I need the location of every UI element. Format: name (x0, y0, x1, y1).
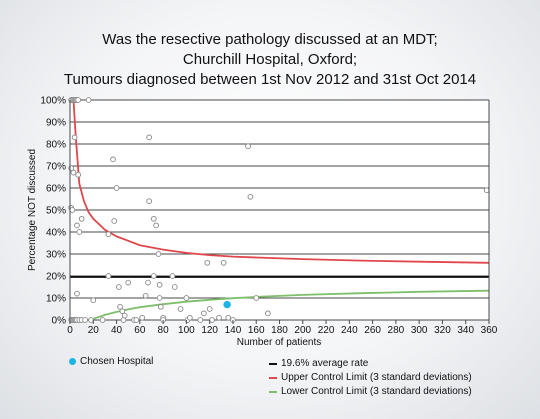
hospital-point (69, 207, 76, 213)
title-line-3: Tumours diagnosed between 1st Nov 2012 a… (63, 71, 477, 88)
x-tick-label: 40 (111, 325, 123, 336)
x-axis-label: Number of patients (237, 337, 322, 348)
x-tick-label: 0 (67, 325, 73, 336)
hospital-point (99, 317, 106, 323)
hospital-point (74, 222, 80, 229)
title-line-1: Was the resective pathology discussed at… (102, 31, 438, 48)
hospital-point (220, 259, 227, 266)
hospital-point (245, 143, 251, 150)
hospital-point (171, 284, 178, 290)
x-tick-label: 140 (225, 325, 242, 336)
hospital-point (169, 273, 176, 279)
hospital-point (117, 303, 123, 310)
y-tick-label: 100% (40, 96, 66, 107)
hospital-point (119, 308, 126, 315)
hospital-point (113, 185, 120, 191)
hospital-point (90, 297, 97, 304)
hospital-point (206, 306, 213, 312)
hospital-point (253, 295, 260, 301)
hospital-point (483, 187, 490, 194)
hospital-point (157, 303, 164, 310)
hospital-point (146, 134, 152, 141)
y-tick-label: 50% (46, 206, 66, 217)
y-tick-label: 60% (46, 184, 66, 195)
chart-title: Was the resective pathology discussed at… (0, 30, 540, 90)
x-tick-label: 180 (271, 325, 288, 336)
hospital-point (142, 292, 149, 299)
x-tick-label: 280 (388, 325, 405, 336)
hospital-point (75, 97, 81, 103)
x-tick-label: 20 (88, 325, 100, 336)
hospital-point (116, 284, 122, 290)
hospital-point (78, 215, 85, 222)
x-tick-label: 100 (178, 325, 195, 336)
hospital-point (85, 97, 92, 103)
x-tick-label: 320 (434, 325, 451, 336)
hospital-point (155, 251, 162, 257)
y-tick-label: 90% (46, 118, 66, 129)
x-tick-label: 80 (158, 325, 170, 336)
hospital-point (105, 231, 112, 238)
x-tick-label: 360 (481, 325, 498, 336)
hospital-point (75, 171, 81, 178)
x-tick-label: 300 (411, 325, 428, 336)
hospital-point (177, 306, 184, 312)
hospital-point (71, 134, 78, 141)
x-tick-label: 200 (294, 325, 311, 336)
x-tick-label: 120 (201, 325, 218, 336)
hospital-point (216, 314, 222, 321)
hospital-point (225, 314, 232, 321)
y-tick-label: 10% (46, 294, 66, 305)
hospital-point (133, 317, 140, 323)
x-tick-label: 220 (318, 325, 335, 336)
hospital-point (156, 295, 163, 301)
control-limits (70, 99, 490, 321)
y-axis-label: Percentage NOT discussed (27, 149, 38, 271)
y-tick-label: 40% (46, 228, 66, 239)
chosen-hospital-point (223, 300, 231, 309)
hospital-point (125, 279, 132, 286)
hospital-point (209, 317, 215, 323)
x-tick-label: 240 (341, 325, 358, 336)
y-tick-label: 80% (46, 140, 66, 151)
x-tick-label: 160 (248, 325, 265, 336)
hospital-point (156, 281, 163, 288)
x-tick-label: 340 (457, 325, 474, 336)
hospital-point (200, 310, 207, 317)
hospital-point (70, 169, 77, 176)
hospital-point (110, 156, 116, 163)
hospital-point (105, 273, 112, 279)
hospital-point (265, 310, 271, 317)
axes: 0% 10% 20% 30% 40% 50% 60% 70% 80% 90% 100% 0 20 40 60… (40, 96, 497, 337)
lower-control-limit-line (87, 289, 490, 321)
hospital-point (247, 193, 254, 200)
hospital-point (150, 215, 157, 222)
hospital-point (82, 317, 88, 323)
y-tick-label: 0% (52, 316, 67, 327)
hospital-point (88, 317, 94, 323)
hospital-point (145, 279, 151, 286)
y-tick-label: 70% (46, 162, 66, 173)
hospital-point (111, 218, 118, 224)
hospital-point (204, 259, 211, 266)
title-line-2: Churchill Hospital, Oxford; (182, 51, 358, 68)
hospital-point (146, 198, 152, 205)
hospital-point (139, 314, 146, 321)
hospital-point (183, 295, 190, 301)
hospital-point (121, 312, 128, 319)
y-tick-label: 30% (46, 250, 66, 261)
y-tick-label: 20% (46, 272, 66, 283)
hospital-point (150, 273, 157, 279)
hospital-point (187, 314, 193, 321)
x-tick-label: 60 (134, 325, 146, 336)
hospital-point (153, 222, 159, 229)
hospital-point (197, 317, 204, 323)
hospital-point (76, 229, 83, 235)
upper-control-limit-line (71, 99, 490, 264)
hospital-point (74, 290, 80, 297)
x-tick-label: 260 (364, 325, 381, 336)
hospital-points (68, 97, 490, 323)
